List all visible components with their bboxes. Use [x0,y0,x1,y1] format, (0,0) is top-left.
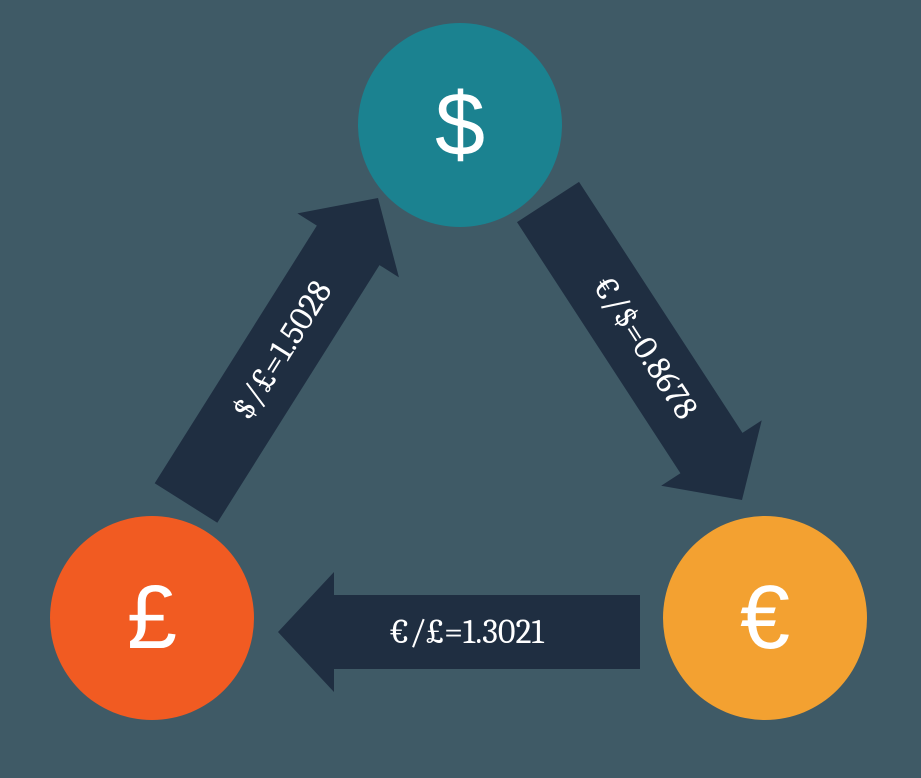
currency-node-gbp: £ [50,516,254,720]
currency-symbol: $ [435,75,485,175]
arrow-label: €/£=1.3021 [388,612,544,652]
currency-symbol: € [740,568,790,668]
currency-node-usd: $ [358,23,562,227]
currency-symbol: £ [127,568,177,668]
currency-node-eur: € [663,516,867,720]
currency-diagram: €/$=0.8678€/£=1.3021$/£=1.5028 $£€ [0,0,921,778]
